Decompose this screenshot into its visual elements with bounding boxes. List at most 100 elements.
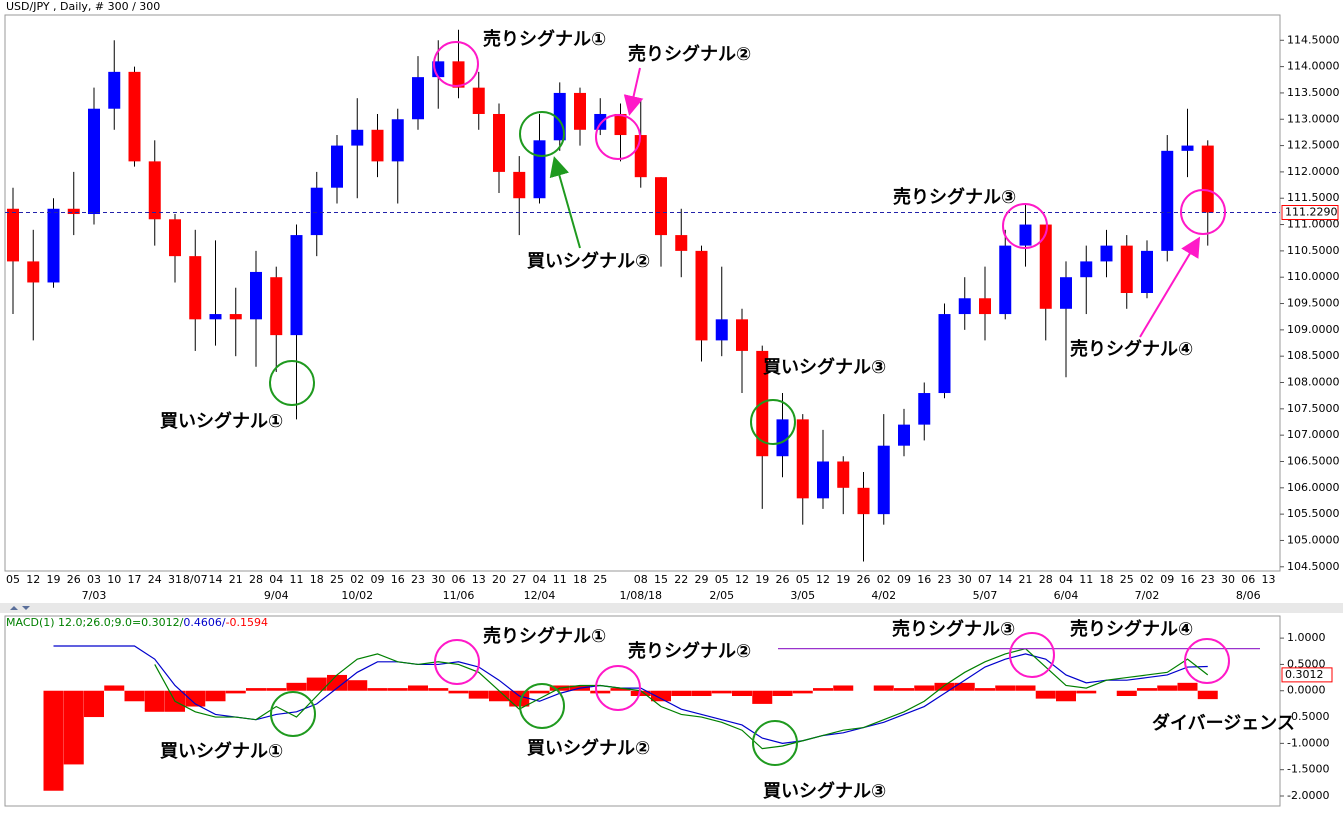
y-tick-label: 105.5000: [1287, 507, 1340, 520]
y-tick-label: 111.0000: [1287, 218, 1340, 231]
histogram-bar: [124, 690, 145, 702]
x-major-label: 9/04: [264, 589, 289, 602]
histogram-bar: [630, 690, 651, 696]
histogram-bar: [63, 690, 84, 765]
candle-body: [614, 113, 627, 136]
x-tick-label: 02: [1140, 573, 1154, 586]
candle-body: [817, 461, 829, 499]
candle-body: [189, 256, 202, 320]
macd-line: [154, 647, 1209, 750]
x-tick-label: 25: [1120, 573, 1134, 586]
x-tick-label: 05: [6, 573, 20, 586]
chart-title: USD/JPY , Daily, # 300 / 300: [6, 0, 160, 13]
candle-body: [229, 314, 242, 320]
x-tick-label: 28: [249, 573, 263, 586]
x-tick-label: 13: [472, 573, 486, 586]
x-major-label: 11/06: [443, 589, 475, 602]
x-tick-label: 11: [290, 573, 304, 586]
candle-body: [1080, 261, 1093, 278]
candle-body: [715, 319, 728, 341]
candle-body: [736, 319, 748, 351]
candle-body: [1141, 250, 1153, 293]
candle-body: [169, 219, 181, 257]
histogram-bar: [104, 685, 125, 691]
candle-body: [412, 77, 424, 120]
annotation: 買いシグナル②: [527, 737, 650, 759]
splitter-arrows[interactable]: [10, 606, 30, 610]
y-tick-label: 109.0000: [1287, 323, 1340, 336]
signal-circle: [1180, 189, 1226, 235]
annotation: 買いシグナル①: [160, 410, 283, 432]
signal-circle: [750, 399, 796, 445]
histogram-bar: [833, 685, 854, 691]
histogram-bar: [529, 690, 550, 694]
histogram-bar: [1035, 690, 1056, 699]
annotation: 売りシグナル①: [483, 28, 606, 50]
x-tick-label: 16: [391, 573, 405, 586]
x-tick-label: 8/07: [183, 573, 208, 586]
signal-circle: [433, 41, 479, 87]
splitter[interactable]: [0, 603, 1343, 613]
x-major-label: 4/02: [871, 589, 896, 602]
annotation: 売りシグナル③: [893, 186, 1016, 208]
y-tick-label: 113.0000: [1287, 112, 1340, 125]
x-tick-label: 09: [1160, 573, 1174, 586]
candle-body: [351, 129, 364, 146]
y-tick-label: -1.5000: [1287, 763, 1329, 776]
candle-body: [108, 71, 121, 109]
histogram-bar: [590, 690, 611, 694]
candle-body: [391, 119, 404, 162]
candle-body: [250, 271, 262, 320]
y-tick-label: 114.0000: [1287, 60, 1340, 73]
histogram-bar: [975, 688, 995, 691]
x-tick-label: 06: [1241, 573, 1255, 586]
candle-body: [1019, 224, 1032, 246]
histogram-bar: [367, 688, 388, 691]
y-tick-label: 108.0000: [1287, 376, 1340, 389]
y-tick-label: 1.0000: [1287, 631, 1326, 644]
candle-body: [655, 177, 667, 236]
macd-label-part: 0.4606/: [183, 616, 225, 629]
x-major-label: 2/05: [709, 589, 734, 602]
histogram-bar: [792, 690, 813, 694]
x-tick-label: 25: [593, 573, 607, 586]
x-tick-label: 30: [958, 573, 972, 586]
candle-body: [1201, 145, 1214, 213]
y-tick-label: 106.5000: [1287, 454, 1340, 467]
histogram-bar: [246, 688, 266, 691]
candle-body: [7, 208, 19, 262]
x-tick-label: 10: [107, 573, 121, 586]
signal-arrow: [623, 67, 644, 116]
histogram-bar: [225, 690, 246, 694]
macd-panel: [4, 615, 1281, 807]
x-tick-label: 21: [229, 573, 243, 586]
candle-body: [675, 235, 688, 251]
x-tick-label: 13: [1262, 573, 1276, 586]
x-major-label: 12/04: [524, 589, 556, 602]
annotation: 売りシグナル④: [1070, 338, 1193, 360]
annotation: 売りシグナル③: [892, 618, 1015, 640]
histogram-bar: [448, 690, 469, 694]
histogram-bar: [1137, 688, 1157, 691]
candle-body: [918, 393, 931, 425]
histogram-bar: [954, 682, 975, 691]
y-tick-label: 111.5000: [1287, 191, 1340, 204]
candle-body: [493, 113, 505, 172]
signal-circle: [595, 665, 641, 711]
histogram-bar: [671, 690, 692, 696]
histogram-bar: [185, 690, 206, 707]
current-price-box: [1281, 204, 1339, 220]
x-tick-label: 12: [26, 573, 40, 586]
current-value-label: 0.3012: [1285, 668, 1324, 681]
histogram-bar: [1157, 685, 1178, 691]
candle-body: [128, 71, 141, 162]
candle-body: [27, 261, 40, 283]
annotation: 売りシグナル②: [628, 640, 751, 662]
signal-arrow: [549, 156, 581, 249]
x-tick-label: 27: [512, 573, 526, 586]
histogram-bar: [286, 682, 307, 691]
histogram-bar: [84, 690, 104, 718]
x-tick-label: 14: [998, 573, 1012, 586]
candle-body: [979, 298, 991, 315]
